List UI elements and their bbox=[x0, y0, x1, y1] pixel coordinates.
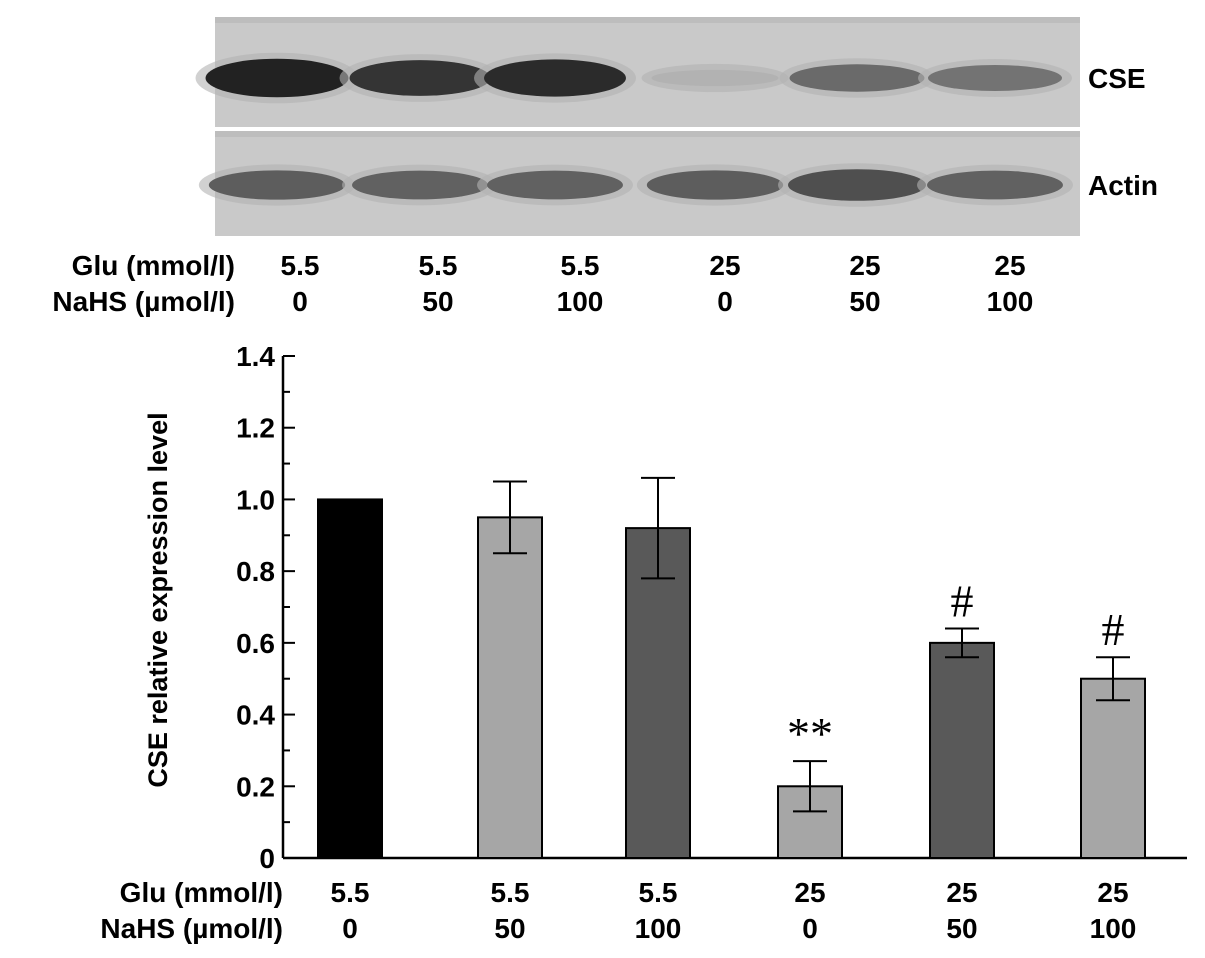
y-tick-label: 1.4 bbox=[236, 341, 275, 372]
x-nahs-value: 50 bbox=[494, 913, 525, 944]
y-tick-label: 0.6 bbox=[236, 628, 275, 659]
x-nahs-value: 0 bbox=[342, 913, 358, 944]
blot-band bbox=[789, 64, 925, 92]
blot-band bbox=[788, 169, 926, 201]
blot-band bbox=[651, 69, 779, 87]
y-axis-label: CSE relative expression level bbox=[143, 412, 173, 787]
x-glu-value: 25 bbox=[946, 877, 977, 908]
x-glu-value: 25 bbox=[1097, 877, 1128, 908]
chart-glu-label: Glu (mmol/l) bbox=[120, 877, 283, 908]
blot-glu-value: 25 bbox=[849, 250, 880, 281]
x-glu-value: 5.5 bbox=[331, 877, 370, 908]
blot-glu-label: Glu (mmol/l) bbox=[72, 250, 235, 281]
blot-nahs-label: NaHS (µmol/l) bbox=[52, 286, 235, 317]
bar bbox=[317, 498, 383, 859]
blot-band bbox=[646, 170, 784, 200]
blot-nahs-value: 50 bbox=[849, 286, 880, 317]
x-nahs-value: 100 bbox=[635, 913, 682, 944]
blot-band bbox=[208, 170, 346, 200]
western-blot: Glu (mmol/l) NaHS (µmol/l) CSE Actin 5.5 5.… bbox=[52, 17, 1158, 317]
chart-nahs-label: NaHS (µmol/l) bbox=[100, 913, 283, 944]
blot-panel-edge bbox=[215, 17, 1080, 23]
y-tick-label: 1.0 bbox=[236, 484, 275, 515]
blot-nahs-value: 50 bbox=[422, 286, 453, 317]
bar-chart: CSE relative expression level Glu (mmol/… bbox=[100, 341, 1187, 944]
blot-nahs-value: 0 bbox=[292, 286, 308, 317]
y-tick-label: 0.4 bbox=[236, 700, 275, 731]
x-glu-value: 25 bbox=[794, 877, 825, 908]
blot-band bbox=[928, 65, 1062, 91]
blot-glu-value: 25 bbox=[994, 250, 1025, 281]
x-nahs-value: 50 bbox=[946, 913, 977, 944]
y-tick-label: 0.2 bbox=[236, 771, 275, 802]
x-nahs-value: 100 bbox=[1090, 913, 1137, 944]
blot-nahs-value: 100 bbox=[987, 286, 1034, 317]
x-nahs-value: 0 bbox=[802, 913, 818, 944]
blot-band bbox=[487, 170, 623, 200]
blot-nahs-value: 0 bbox=[717, 286, 733, 317]
bar bbox=[625, 527, 691, 859]
blot-glu-value: 5.5 bbox=[419, 250, 458, 281]
blot-panel-edge bbox=[215, 131, 1080, 137]
significance-mark: # bbox=[1102, 604, 1125, 655]
blot-glu-value: 5.5 bbox=[281, 250, 320, 281]
y-tick-label: 1.2 bbox=[236, 413, 275, 444]
bar bbox=[929, 641, 995, 859]
bar bbox=[1080, 677, 1146, 860]
x-glu-value: 5.5 bbox=[639, 877, 678, 908]
significance-mark: ** bbox=[787, 708, 833, 759]
blot-band bbox=[349, 60, 491, 96]
blot-glu-value: 5.5 bbox=[561, 250, 600, 281]
blot-band bbox=[205, 58, 349, 98]
blot-band bbox=[927, 170, 1063, 200]
significance-mark: # bbox=[951, 576, 974, 627]
y-tick-label: 0 bbox=[259, 843, 275, 874]
blot-glu-value: 25 bbox=[709, 250, 740, 281]
y-tick-label: 0.8 bbox=[236, 556, 275, 587]
x-glu-value: 5.5 bbox=[491, 877, 530, 908]
blot-band bbox=[352, 170, 488, 200]
blot-row-label: Actin bbox=[1088, 170, 1158, 201]
bar bbox=[477, 516, 543, 859]
blot-band bbox=[484, 59, 626, 97]
blot-row-label: CSE bbox=[1088, 63, 1146, 94]
blot-nahs-value: 100 bbox=[557, 286, 604, 317]
